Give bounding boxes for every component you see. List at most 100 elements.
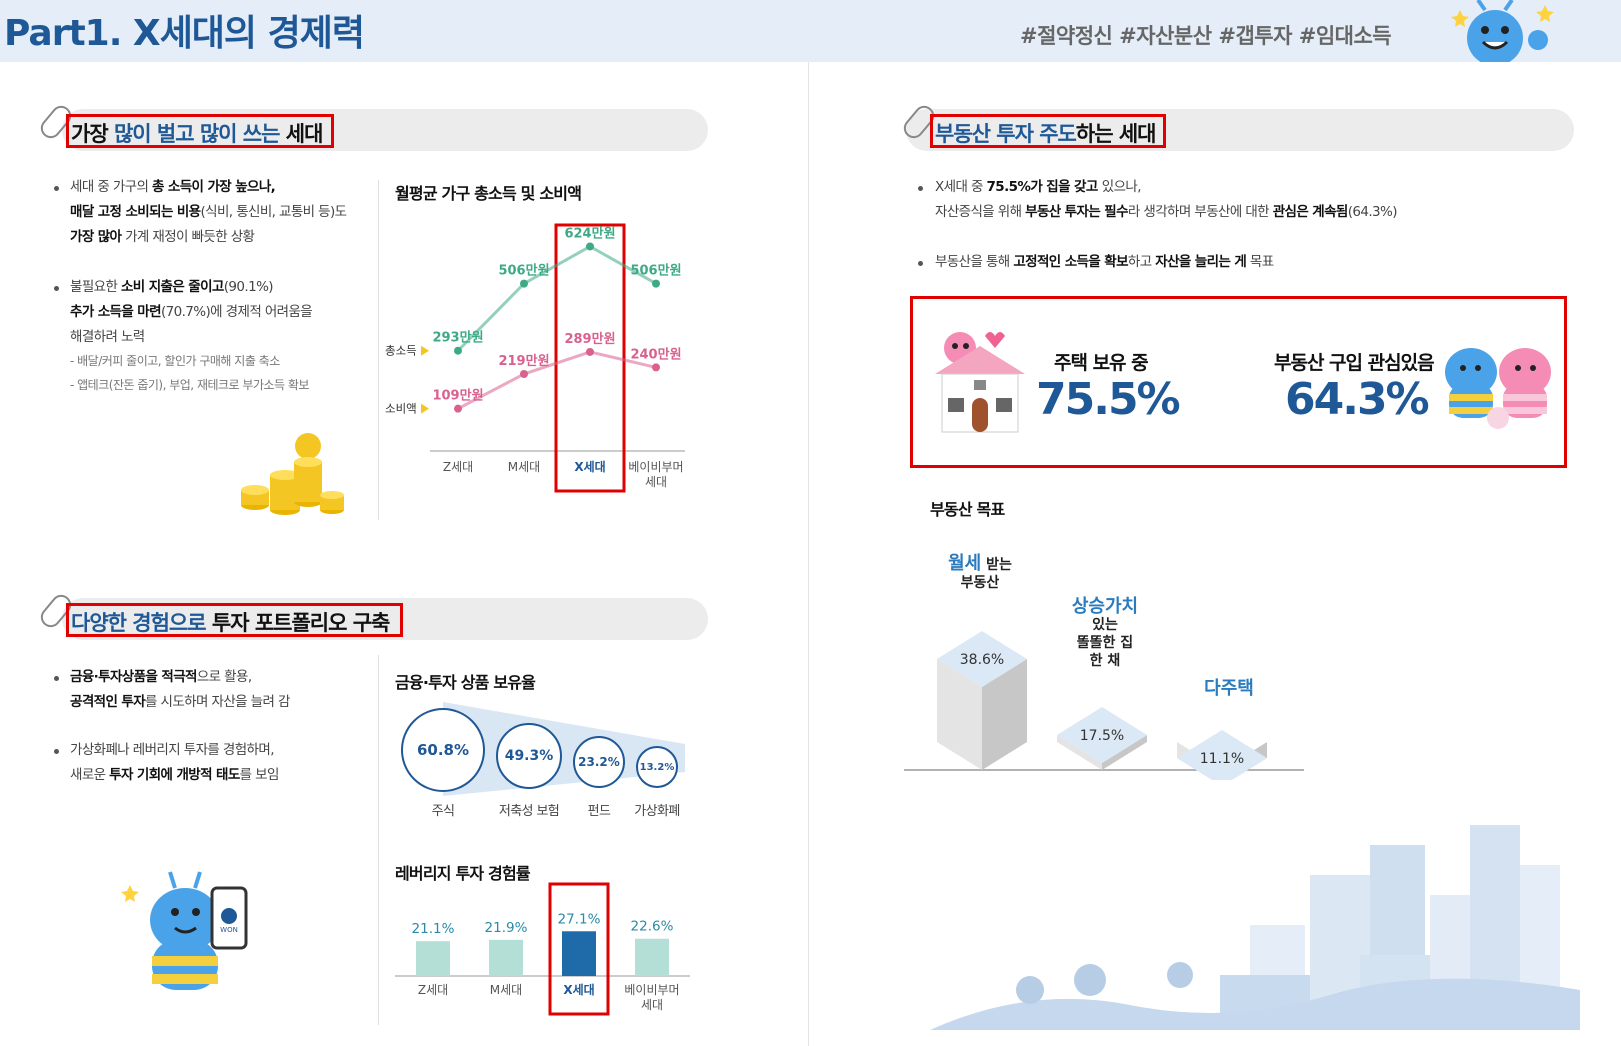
- goal-bar-chart: 38.6% 17.5% 11.1%: [904, 631, 1304, 780]
- bar-face-left: [1057, 735, 1102, 770]
- note-text: - 배달/커피 줄이고, 할인가 구매해 지출 축소 - 앱테크(잔돈 줍기),…: [70, 354, 309, 392]
- tick-label: Z세대: [418, 983, 448, 997]
- data-label: 293만원: [432, 330, 483, 346]
- header-bar: [0, 0, 1621, 62]
- data-point: [652, 279, 660, 288]
- data-point: [454, 346, 462, 355]
- bubble-fund: 23.2%: [573, 736, 625, 788]
- tick-label: X세대: [574, 459, 605, 474]
- bullet-text: X세대 중 75.5%가 집을 갖고 있으나, 자산증식을 위해 부동산 투자는…: [935, 179, 1398, 220]
- data-label: 17.5%: [1080, 728, 1124, 744]
- data-point: [520, 370, 528, 379]
- bar: [489, 939, 523, 976]
- highlight-box: [66, 603, 403, 637]
- bubble-crypto: 13.2%: [636, 746, 678, 788]
- bar: [416, 941, 450, 976]
- bubble-label: 주식: [431, 804, 455, 819]
- bar-top: [937, 631, 1027, 688]
- bubble-label: 펀드: [587, 804, 611, 819]
- chart-title: 부동산 목표: [930, 500, 1005, 519]
- coins-icon: [241, 433, 344, 515]
- data-point: [652, 363, 660, 372]
- data-label: 38.6%: [960, 652, 1004, 668]
- goal-label: 월세 받는 부동산: [948, 553, 1012, 592]
- tick-label: M세대: [508, 460, 540, 474]
- bullet-dot: [918, 186, 923, 191]
- bullet-text: 부동산을 통해 고정적인 소득을 확보하고 자산을 늘리는 게 목표: [935, 254, 1274, 270]
- data-label: 21.9%: [485, 920, 528, 936]
- bar: [562, 931, 596, 976]
- bullet-dot: [918, 261, 923, 266]
- bar: [635, 938, 669, 976]
- data-label: 109만원: [432, 388, 483, 404]
- section-title: 다양한 경험으로 투자 포트폴리오 구축: [71, 611, 390, 635]
- chart-title: 월평균 가구 총소득 및 소비액: [395, 184, 582, 203]
- legend-arrow-icon: [421, 403, 429, 414]
- bullet-dot: [54, 676, 59, 681]
- chart-title: 레버리지 투자 경험률: [395, 864, 531, 883]
- bubble-insurance: 49.3%: [496, 723, 562, 789]
- tick-label: 베이비부머: [628, 460, 683, 474]
- section-title: 가장 많이 벌고 많이 쓰는 세대: [71, 122, 323, 146]
- bee-phone-icon: WON: [121, 871, 248, 990]
- series-line-1: [457, 350, 657, 410]
- kpi-label: 주택 보유 중: [1054, 352, 1149, 374]
- bullet-text: 세대 중 가구의 총 소득이 가장 높으나, 매달 고정 소비되는 비용(식비,…: [70, 179, 347, 245]
- kpi-value: 64.3%: [1285, 374, 1430, 425]
- goal-label: 상승가치 있는 똘똘한 집 한 채: [1071, 596, 1139, 670]
- page-divider: [808, 62, 809, 1046]
- data-label: 22.6%: [631, 919, 674, 935]
- bullet-dot: [54, 286, 59, 291]
- bullet-text: 금융·투자상품을 적극적으로 활용, 공격적인 투자를 시도하며 자산을 늘려 …: [70, 669, 290, 710]
- goal-label: 다주택: [1204, 678, 1254, 699]
- bar-face-right: [982, 659, 1027, 770]
- data-label: 506만원: [630, 263, 681, 279]
- bee-couple-icon: [1445, 348, 1551, 429]
- tick-label: X세대: [563, 982, 594, 997]
- section-title: 부동산 투자 주도하는 세대: [935, 122, 1156, 146]
- bar-face-right: [1102, 735, 1147, 770]
- legend-label: 총소득: [385, 344, 417, 358]
- legend-label: 소비액: [385, 402, 417, 416]
- data-label: 624만원: [564, 225, 615, 241]
- data-label: 506만원: [498, 263, 549, 279]
- highlight-box: [930, 114, 1166, 148]
- data-label: 289만원: [564, 331, 615, 347]
- bubble-label: 가상화폐: [634, 804, 680, 819]
- kpi-highlight-box: [910, 296, 1567, 468]
- bar-top: [1057, 707, 1147, 763]
- data-point: [586, 347, 594, 356]
- highlight-box: [548, 882, 610, 1016]
- data-label: 21.1%: [412, 921, 455, 937]
- tick-label: 세대: [645, 475, 667, 489]
- city-illustration: [930, 825, 1580, 1030]
- bar-face-left: [937, 659, 982, 770]
- tick-label: 베이비부머: [624, 983, 679, 997]
- data-point: [454, 404, 462, 413]
- data-label: 240만원: [630, 346, 681, 362]
- bee-mascot-icon: [1451, 0, 1554, 62]
- kpi-value: 75.5%: [1036, 374, 1181, 425]
- bullet-text: 불필요한 소비 지출은 줄이고(90.1%) 추가 소득을 마련(70.7%)에…: [70, 279, 313, 345]
- series-line-0: [456, 244, 657, 352]
- chart-title: 금융·투자 상품 보유율: [395, 673, 536, 692]
- highlight-box: [554, 223, 626, 493]
- tick-label: Z세대: [443, 460, 473, 474]
- house-icon: [935, 332, 1025, 433]
- hashtags: #절약정신 #자산분산 #갭투자 #임대소득: [1020, 24, 1392, 48]
- data-point: [586, 242, 594, 251]
- data-label: 11.1%: [1200, 751, 1244, 767]
- tick-label: 세대: [641, 998, 663, 1012]
- bar-top: [1177, 730, 1267, 780]
- bubble-label: 저축성 보험: [498, 804, 560, 819]
- data-label: 27.1%: [558, 911, 601, 927]
- bubble-stock: 60.8%: [401, 708, 485, 792]
- divider: [378, 180, 379, 520]
- won-label: WON: [220, 926, 238, 934]
- bullet-dot: [54, 186, 59, 191]
- bullet-text: 가상화폐나 레버리지 투자를 경험하며, 새로운 투자 기회에 개방적 태도를 …: [70, 742, 279, 783]
- highlight-box: [66, 114, 334, 148]
- page-title: Part1. X세대의 경제력: [4, 13, 365, 54]
